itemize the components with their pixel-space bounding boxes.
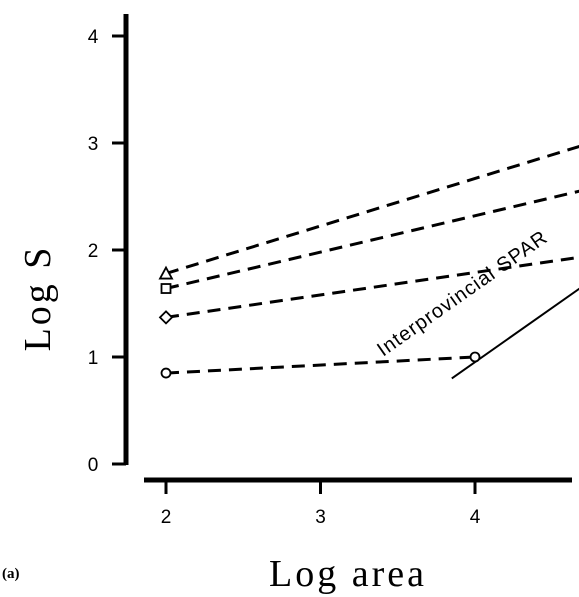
series-line-circle	[165, 355, 476, 375]
y-axis-title: Log S	[17, 245, 59, 352]
series-line-triangle	[165, 144, 579, 275]
y-ticks: 0 1 2 3 4	[88, 27, 126, 476]
data-point-circle	[160, 367, 172, 379]
series-layer	[165, 144, 579, 380]
y-tick-label: 4	[88, 27, 99, 48]
annotation-interprovincial-spar: Interprovincial SPAR	[373, 226, 552, 361]
marker-layer	[158, 265, 481, 379]
panel-label: (a)	[2, 566, 20, 582]
y-tick-label: 1	[88, 348, 99, 369]
series-line-square	[165, 189, 579, 290]
data-point-square	[160, 283, 172, 294]
x-tick-label: 3	[315, 507, 326, 528]
x-tick-label: 2	[161, 507, 172, 528]
y-tick-label: 2	[88, 241, 99, 262]
x-ticks: 234567	[161, 480, 481, 528]
series-line-diamond	[165, 255, 579, 319]
y-tick-label: 3	[88, 134, 99, 155]
data-point-circle	[469, 351, 481, 363]
y-tick-label: 0	[88, 455, 99, 476]
x-axis-title: Log area	[269, 553, 427, 595]
data-point-diamond	[158, 310, 174, 325]
x-tick-label: 4	[470, 507, 481, 528]
data-point-triangle	[158, 265, 174, 280]
series-line-spar	[451, 287, 579, 380]
